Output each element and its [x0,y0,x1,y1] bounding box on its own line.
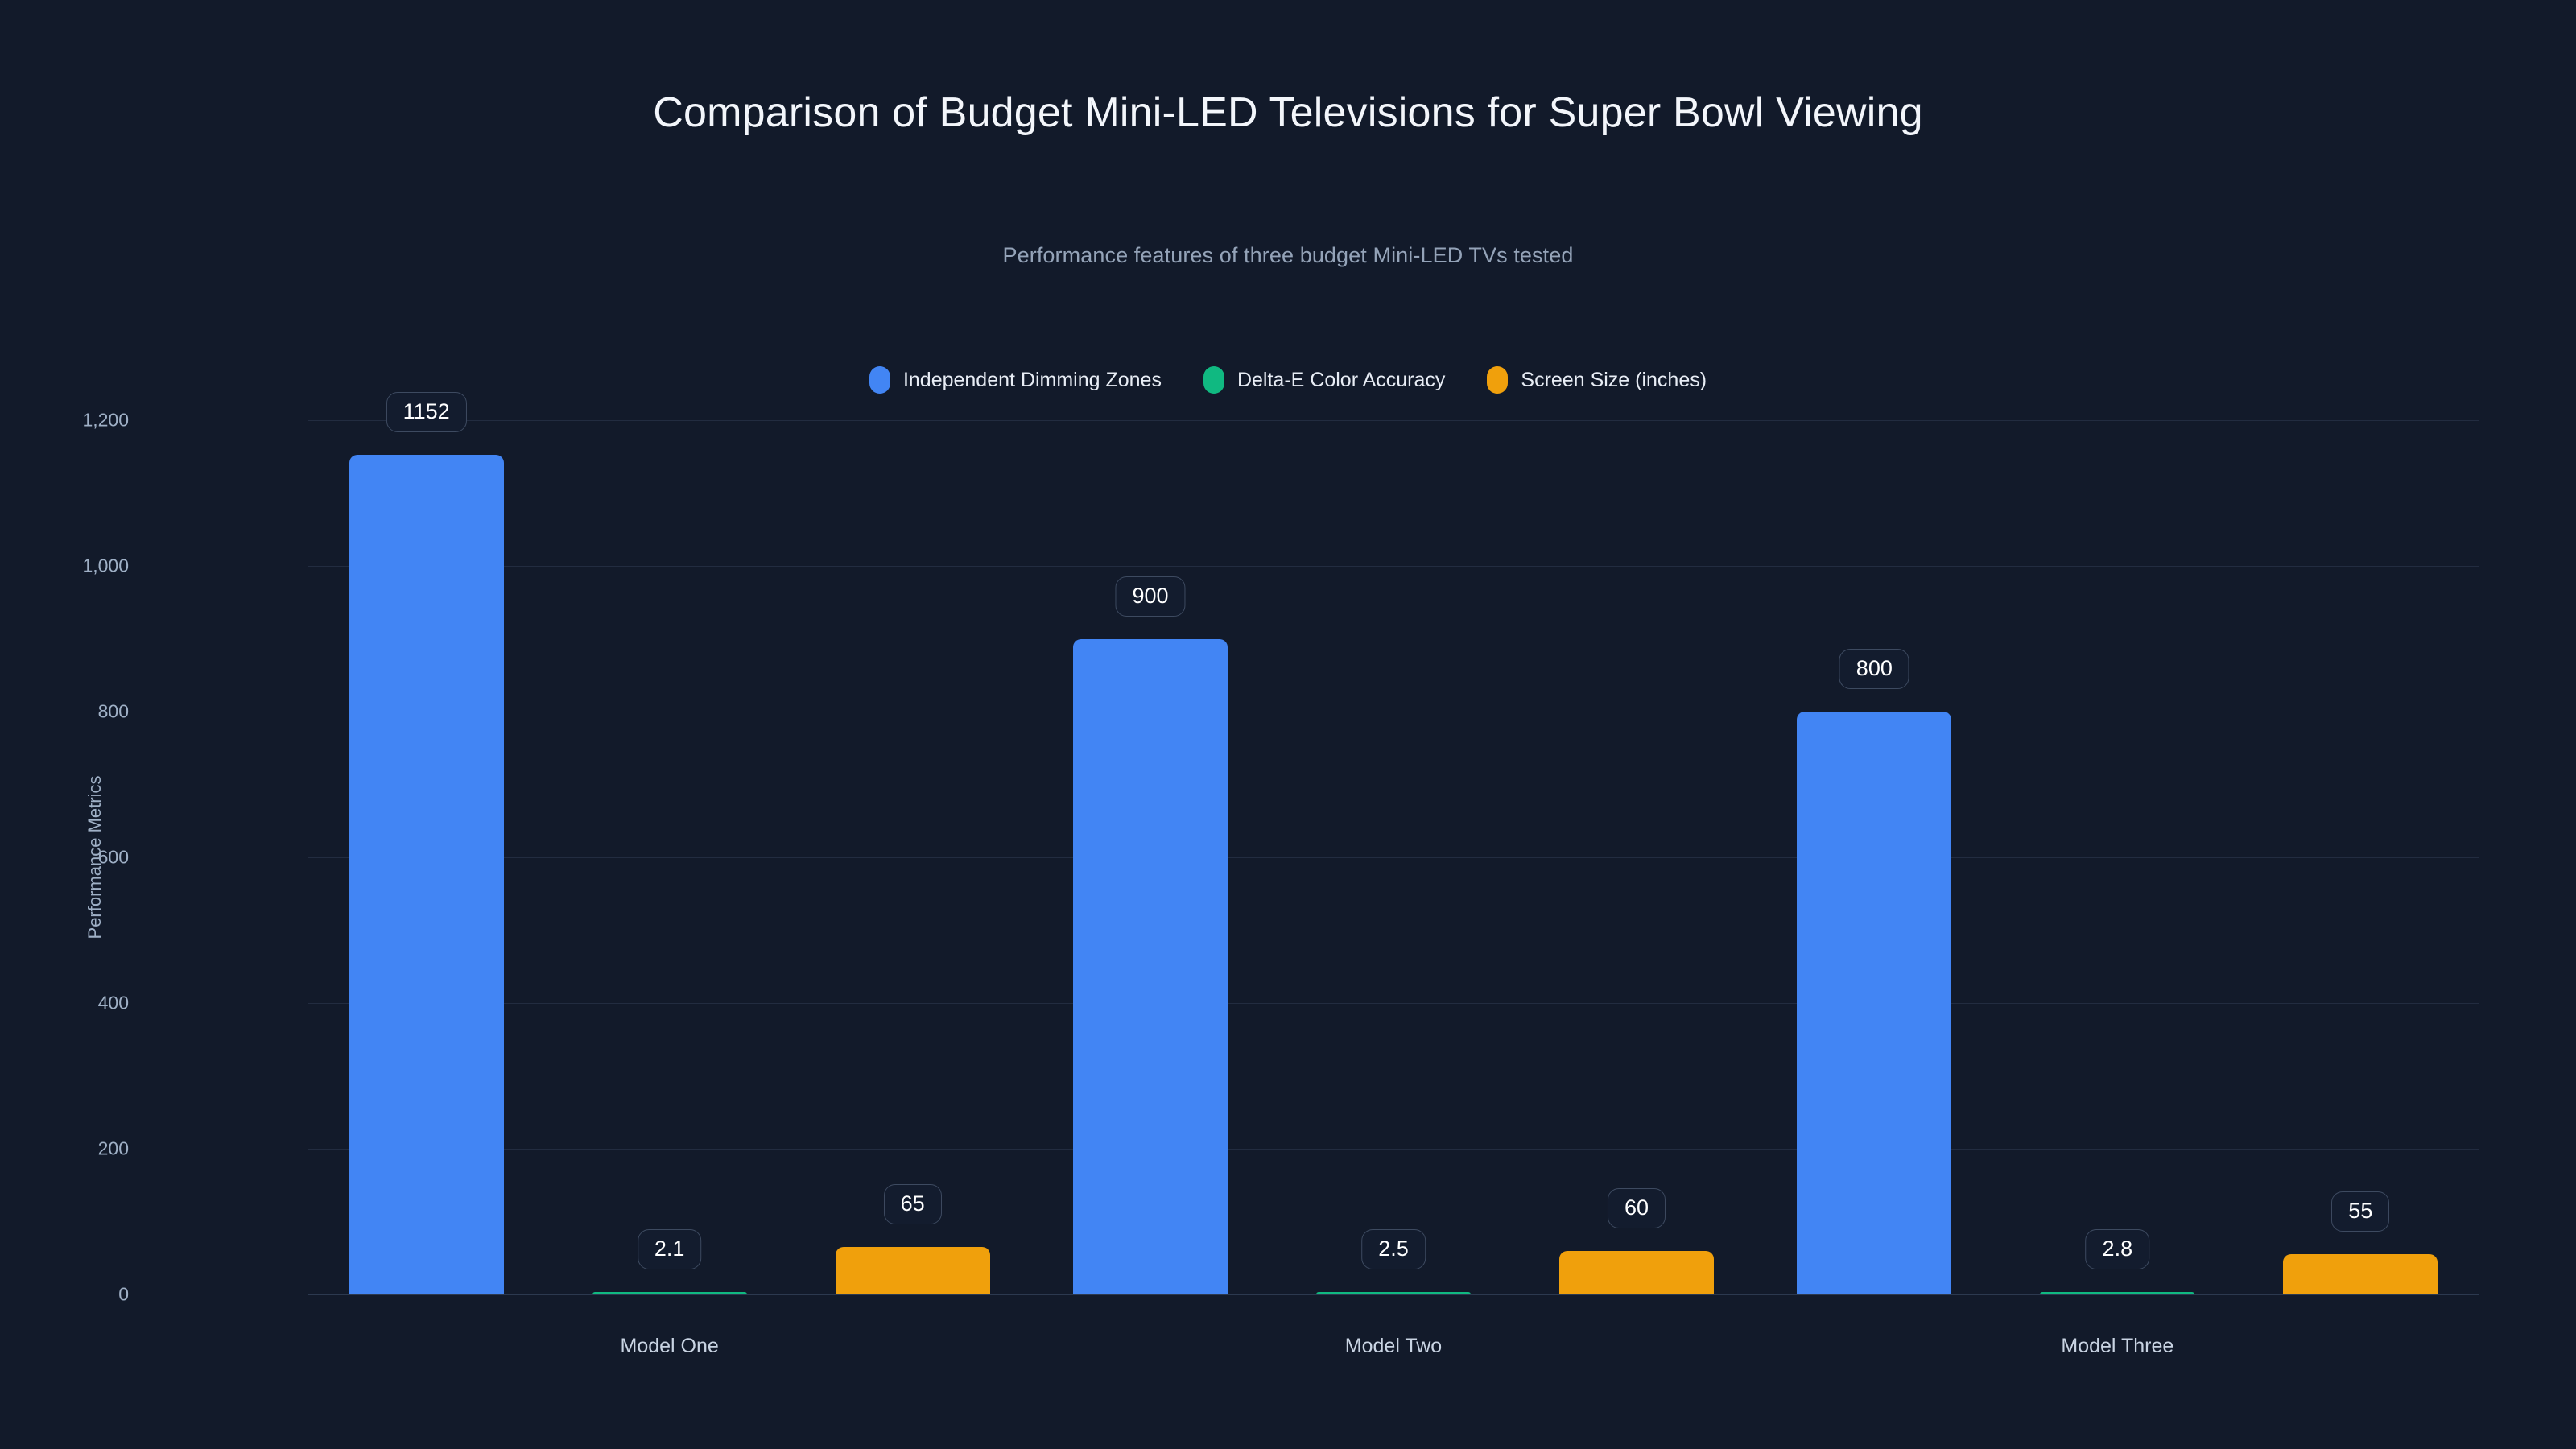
legend-item[interactable]: Independent Dimming Zones [869,366,1162,394]
x-axis-group-label: Model Two [1344,1335,1443,1357]
bar[interactable] [349,455,504,1294]
y-axis-tick-label: 600 [97,846,129,868]
legend-swatch-icon [1487,366,1509,394]
gridline [308,566,2479,567]
bar[interactable] [1316,1292,1471,1294]
legend-item[interactable]: Screen Size (inches) [1487,366,1707,394]
gridline [308,1294,2479,1295]
bar-value-label: 2.5 [1361,1229,1426,1269]
y-axis-tick-label: 400 [97,992,129,1013]
legend-item-label: Independent Dimming Zones [902,368,1162,391]
y-axis-tick-label: 1,000 [82,555,129,576]
gridline [308,420,2479,421]
bar-value-label: 60 [1607,1187,1666,1228]
chart-legend: Independent Dimming Zones Delta-E Color A… [0,366,2576,394]
y-axis-tick-label: 1,200 [82,409,129,431]
chart-title: Comparison of Budget Mini-LED Television… [653,89,1923,136]
bar[interactable] [1797,712,1952,1294]
bar-value-label: 800 [1839,649,1909,689]
y-axis-tick-label: 0 [118,1283,129,1305]
bar-value-label: 2.8 [2085,1229,2150,1269]
bar-value-label: 900 [1115,576,1186,617]
legend-swatch-icon [869,366,890,394]
y-axis-title: Performance Metrics [85,775,105,939]
legend-swatch-icon [1203,366,1224,394]
gridline [308,857,2479,858]
bar-value-label: 55 [2331,1191,2390,1232]
y-axis-tick-label: 200 [97,1137,129,1159]
x-axis-group-label: Model One [620,1335,719,1357]
gridline [308,1149,2479,1150]
bar[interactable] [2283,1254,2438,1294]
legend-item-label: Delta-E Color Accuracy [1236,368,1446,391]
bar-value-label: 65 [883,1184,942,1225]
bar-value-label: 1152 [386,392,467,433]
legend-item[interactable]: Delta-E Color Accuracy [1203,366,1445,394]
bar[interactable] [1073,638,1228,1294]
gridline [308,1003,2479,1004]
bar-value-label: 2.1 [637,1229,702,1269]
bar[interactable] [1559,1250,1714,1294]
chart-subtitle: Performance features of three budget Min… [1002,243,1574,267]
y-axis-tick-label: 800 [97,700,129,722]
bar[interactable] [835,1247,990,1294]
bar[interactable] [592,1292,747,1294]
legend-item-label: Screen Size (inches) [1521,368,1707,391]
x-axis-group-label: Model Three [2061,1335,2174,1357]
bar[interactable] [2040,1292,2195,1294]
